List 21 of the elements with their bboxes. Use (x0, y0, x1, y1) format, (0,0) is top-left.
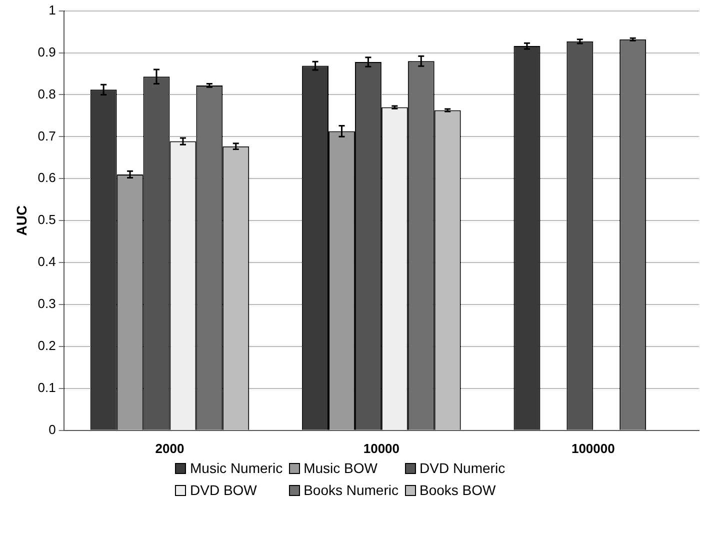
y-tick-label: 0.9 (38, 44, 56, 60)
y-tick-label: 0 (48, 422, 56, 437)
legend-label: Books BOW (420, 482, 496, 498)
y-tick-label: 0.8 (38, 86, 56, 102)
legend-label: DVD BOW (190, 482, 257, 498)
legend-label: Music BOW (304, 460, 378, 476)
legend-label: Music Numeric (190, 460, 283, 476)
y-tick-label: 0.4 (38, 254, 56, 270)
legend-label: DVD Numeric (420, 460, 506, 476)
y-axis-title: AUC (13, 205, 30, 236)
y-tick-label: 0.7 (38, 128, 56, 144)
y-tick-label: 0.3 (38, 296, 56, 312)
y-tick-label: 0.1 (38, 380, 56, 396)
x-tick-label: 100000 (571, 440, 615, 456)
x-tick-label: 10000 (363, 440, 400, 456)
y-tick-label: 0.2 (38, 338, 56, 354)
y-tick-label: 0.5 (38, 212, 56, 228)
y-tick-label: 0.6 (38, 170, 56, 186)
legend-label: Books Numeric (304, 482, 398, 498)
x-tick-label: 2000 (155, 440, 184, 456)
y-tick-label: 1 (48, 2, 56, 18)
